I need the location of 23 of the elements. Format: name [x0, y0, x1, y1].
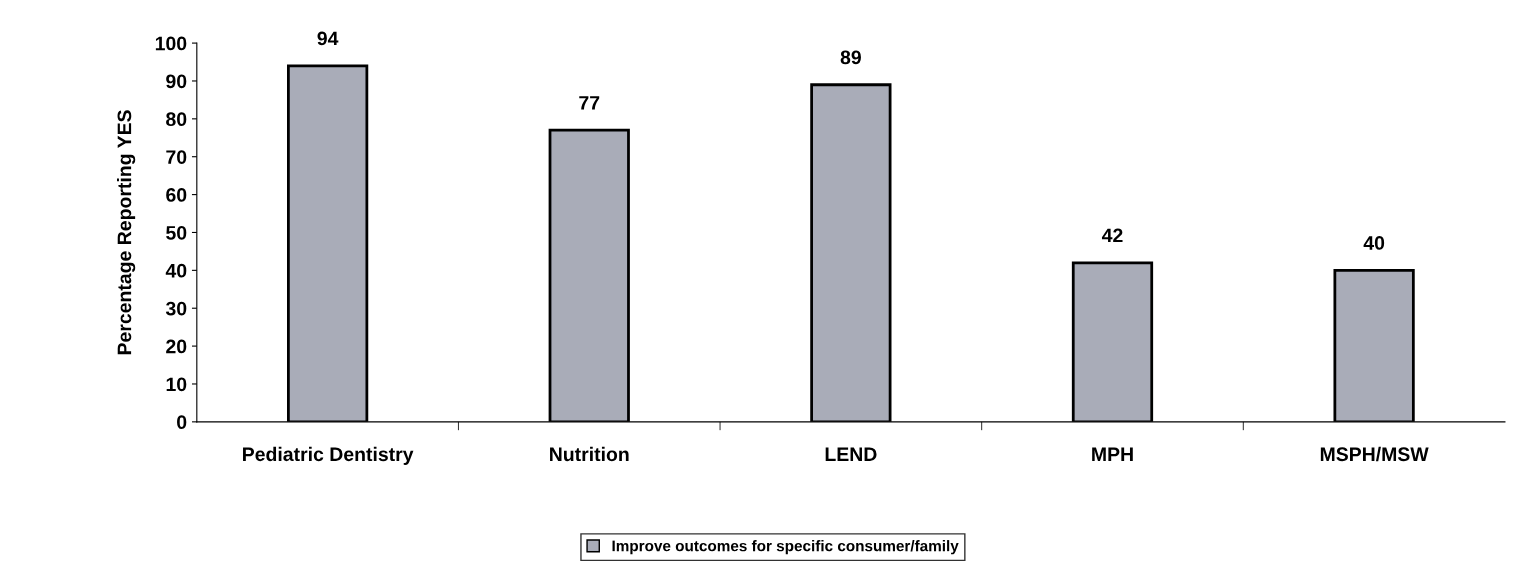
x-tick-label: MPH [1092, 447, 1133, 461]
x-tick-label: LEND [825, 447, 877, 461]
y-tick-label: 100 [155, 36, 187, 51]
y-tick-label: 60 [166, 188, 187, 202]
y-tick-label: 30 [165, 301, 187, 316]
y-tick-label: 90 [166, 74, 187, 89]
data-label: 94 [317, 31, 339, 46]
y-tick-label: 80 [166, 112, 187, 127]
data-label: 42 [1101, 228, 1123, 243]
x-tick-label: Pediatric Dentistry [243, 446, 414, 465]
y-tick-label: 0 [177, 415, 187, 430]
data-label: 40 [1363, 236, 1385, 250]
y-axis-title: Percentage Reporting YES [117, 110, 136, 355]
y-tick-label: 70 [166, 150, 187, 164]
y-tick-label: 10 [166, 377, 187, 392]
y-tick-label: 20 [166, 339, 187, 354]
data-label: 77 [579, 96, 600, 110]
x-tick-label: Nutrition [550, 446, 629, 462]
x-tick-label: MSPH/MSW [1320, 446, 1429, 462]
legend-label: Improve outcomes for specific consumer/family [612, 540, 959, 555]
y-tick-label: 40 [165, 263, 187, 278]
data-label: 89 [840, 50, 861, 65]
y-tick-label: 50 [166, 225, 187, 240]
